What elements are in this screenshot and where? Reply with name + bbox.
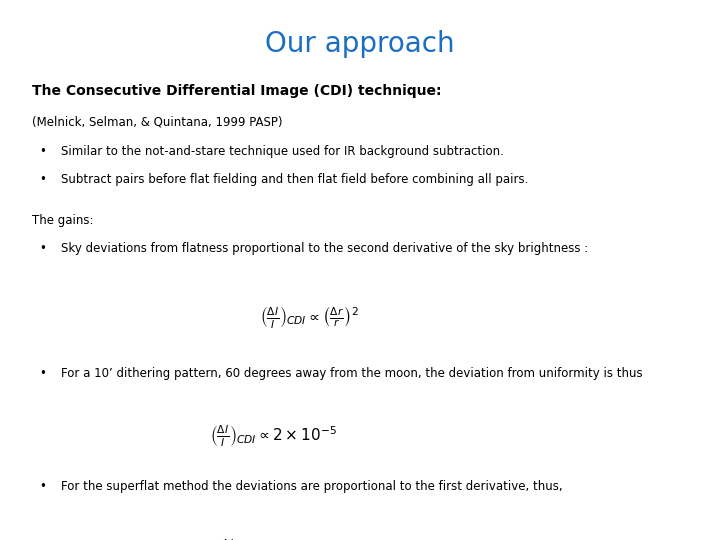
Text: •: • (40, 173, 47, 186)
Text: (Melnick, Selman, & Quintana, 1999 PASP): (Melnick, Selman, & Quintana, 1999 PASP) (32, 115, 283, 128)
Text: For a 10’ dithering pattern, 60 degrees away from the moon, the deviation from u: For a 10’ dithering pattern, 60 degrees … (61, 367, 643, 380)
Text: For the superflat method the deviations are proportional to the first derivative: For the superflat method the deviations … (61, 480, 563, 493)
Text: $\left(\frac{\Delta I}{I}\right)_{sf} \propto 3 \times 10^{-3}$: $\left(\frac{\Delta I}{I}\right)_{sf} \p… (215, 537, 333, 540)
Text: Our approach: Our approach (265, 30, 455, 58)
Text: The Consecutive Differential Image (CDI) technique:: The Consecutive Differential Image (CDI)… (32, 84, 442, 98)
Text: Similar to the not-and-stare technique used for IR background subtraction.: Similar to the not-and-stare technique u… (61, 145, 504, 158)
Text: The gains:: The gains: (32, 214, 94, 227)
Text: •: • (40, 242, 47, 255)
Text: •: • (40, 480, 47, 493)
Text: •: • (40, 367, 47, 380)
Text: $\left(\frac{\Delta I}{I}\right)_{CDI} \propto \left(\frac{\Delta r}{r}\right)^{: $\left(\frac{\Delta I}{I}\right)_{CDI} \… (260, 305, 359, 331)
Text: Sky deviations from flatness proportional to the second derivative of the sky br: Sky deviations from flatness proportiona… (61, 242, 588, 255)
Text: Subtract pairs before flat fielding and then flat field before combining all pai: Subtract pairs before flat fielding and … (61, 173, 528, 186)
Text: $\left(\frac{\Delta I}{I}\right)_{CDI} \propto 2 \times 10^{-5}$: $\left(\frac{\Delta I}{I}\right)_{CDI} \… (210, 423, 337, 449)
Text: •: • (40, 145, 47, 158)
